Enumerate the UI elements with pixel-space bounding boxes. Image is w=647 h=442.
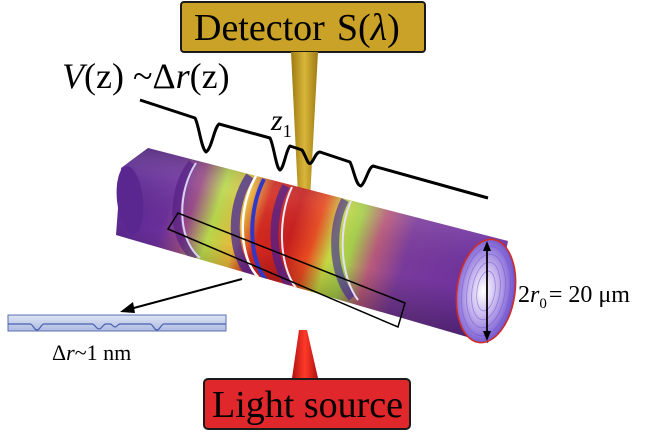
light-source-box: Light source (204, 379, 410, 429)
position-label: z1 (270, 104, 292, 141)
detector-label: Detector S(λ) (194, 7, 400, 49)
radius-label: 2r0= 20 μm (518, 282, 630, 312)
callout-arrow (120, 279, 242, 313)
profile-label: Δr~1 nm (52, 340, 131, 365)
light-source-label: Light source (212, 384, 403, 426)
fiber-shading (116, 148, 508, 343)
profile-inset (8, 315, 226, 331)
source-beam (292, 330, 318, 378)
variation-label: V(z) ~Δr(z) (62, 56, 230, 96)
detector-box: Detector S(λ) (181, 2, 425, 52)
profile-bar (8, 315, 226, 331)
